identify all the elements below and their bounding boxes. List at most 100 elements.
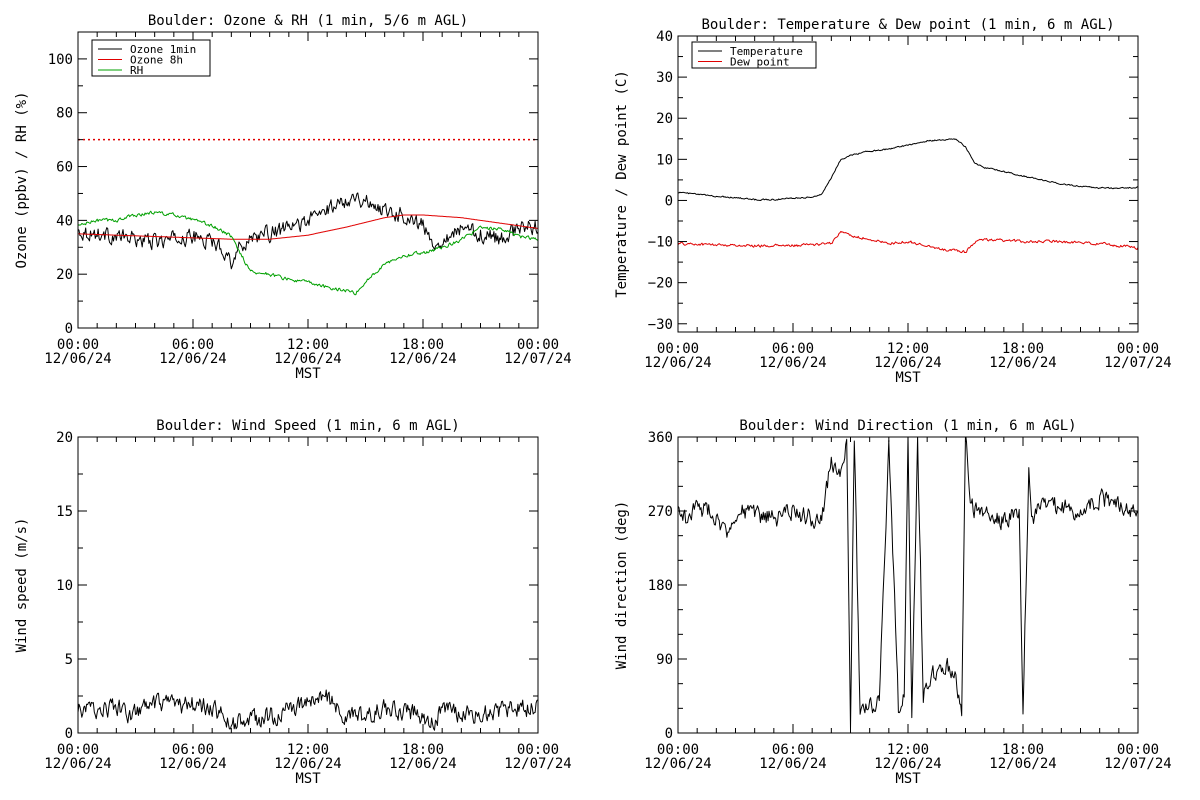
y-tick-label: 180 [648,578,673,594]
series-line-1 [678,437,1138,730]
x-tick-label: 12:00 [287,742,329,758]
x-tick-label: 18:00 [402,337,444,353]
x-tick-date: 12/06/24 [274,351,341,367]
y-tick-label: 10 [656,152,673,168]
y-tick-label: 0 [65,321,73,337]
x-axis-label: MST [295,771,321,787]
y-tick-label: 80 [56,106,73,122]
y-tick-label: 0 [665,726,673,742]
y-tick-label: 15 [56,504,73,520]
x-tick-date: 12/06/24 [874,756,941,772]
x-tick-label: 00:00 [657,341,699,357]
x-tick-label: 18:00 [1002,341,1044,357]
y-tick-label: 40 [656,29,673,45]
y-axis-label: Temperature / Dew point (C) [614,70,630,298]
x-tick-label: 00:00 [57,742,99,758]
x-tick-label: 00:00 [517,337,559,353]
series-line-2 [78,214,538,240]
x-tick-date: 12/07/24 [504,351,571,367]
x-tick-label: 06:00 [772,341,814,357]
x-tick-label: 00:00 [517,742,559,758]
series-line-1 [678,138,1138,201]
x-tick-date: 12/07/24 [1104,756,1171,772]
y-tick-label: 100 [48,52,73,68]
plot-area [78,689,538,731]
y-tick-label: 20 [56,430,73,446]
x-tick-date: 12/06/24 [274,756,341,772]
y-axis-label: Wind direction (deg) [614,501,630,670]
y-tick-label: 40 [56,213,73,229]
legend-label: Ozone 8h [130,54,183,67]
chart-panel-3: Boulder: Wind Speed (1 min, 6 m AGL) 00:0… [14,418,572,787]
x-tick-date: 12/06/24 [644,355,711,371]
x-tick-date: 12/07/24 [1104,355,1171,371]
legend-label: Temperature [730,45,803,58]
series-line-2 [678,230,1138,254]
plot-area [678,437,1138,730]
legend-label: RH [130,64,143,77]
x-tick-date: 12/06/24 [989,355,1056,371]
y-tick-label: 20 [56,267,73,283]
x-tick-label: 06:00 [172,742,214,758]
chart-title: Boulder: Wind Direction (1 min, 6 m AGL) [739,418,1076,434]
x-tick-date: 12/06/24 [759,355,826,371]
x-tick-label: 00:00 [57,337,99,353]
x-tick-label: 00:00 [1117,341,1159,357]
series-line-1 [78,192,538,270]
x-tick-date: 12/06/24 [644,756,711,772]
y-tick-label: 5 [65,652,73,668]
chart-title: Boulder: Temperature & Dew point (1 min,… [701,17,1114,33]
x-tick-date: 12/06/24 [389,756,456,772]
x-tick-label: 12:00 [887,341,929,357]
y-tick-label: −30 [648,317,673,333]
y-tick-label: −10 [648,235,673,251]
plot-frame [677,436,1139,734]
x-axis-label: MST [895,370,921,386]
legend-box [691,41,817,69]
y-tick-label: 30 [656,70,673,86]
x-tick-date: 12/06/24 [159,351,226,367]
y-tick-label: 0 [665,193,673,209]
x-tick-label: 12:00 [287,337,329,353]
y-tick-label: 360 [648,430,673,446]
x-axis-label: MST [895,771,921,787]
legend-label: Dew point [730,56,790,69]
y-axis-label: Wind speed (m/s) [14,518,30,653]
x-tick-label: 00:00 [657,742,699,758]
x-tick-date: 12/06/24 [759,756,826,772]
x-axis-label: MST [295,366,321,382]
chart-panel-1: Boulder: Ozone & RH (1 min, 5/6 m AGL)00… [14,13,572,382]
plot-area [678,138,1138,254]
chart-title: Boulder: Wind Speed (1 min, 6 m AGL) [156,418,459,434]
plot-area [78,138,538,296]
y-tick-label: 90 [656,652,673,668]
y-tick-label: 20 [656,111,673,127]
x-tick-label: 06:00 [772,742,814,758]
y-tick-label: 10 [56,578,73,594]
y-tick-label: 60 [56,160,73,176]
x-tick-label: 12:00 [887,742,929,758]
x-tick-label: 18:00 [402,742,444,758]
legend-label: Ozone 1min [130,43,196,56]
y-axis-label: Ozone (ppbv) / RH (%) [14,91,30,268]
x-tick-date: 12/06/24 [389,351,456,367]
x-tick-date: 12/06/24 [989,756,1056,772]
chart-panel-2: Boulder: Temperature & Dew point (1 min,… [614,17,1172,386]
series-line-1 [78,689,538,731]
x-tick-date: 12/06/24 [159,756,226,772]
x-tick-label: 06:00 [172,337,214,353]
x-tick-label: 00:00 [1117,742,1159,758]
x-tick-date: 12/07/24 [504,756,571,772]
x-tick-date: 12/06/24 [874,355,941,371]
plot-frame [77,436,539,734]
y-tick-label: 0 [65,726,73,742]
chart-panel-4: Boulder: Wind Direction (1 min, 6 m AGL)… [614,418,1172,787]
chart-title: Boulder: Ozone & RH (1 min, 5/6 m AGL) [148,13,468,29]
x-tick-label: 18:00 [1002,742,1044,758]
series-line-3 [78,210,538,296]
y-tick-label: 270 [648,504,673,520]
x-tick-date: 12/06/24 [44,351,111,367]
